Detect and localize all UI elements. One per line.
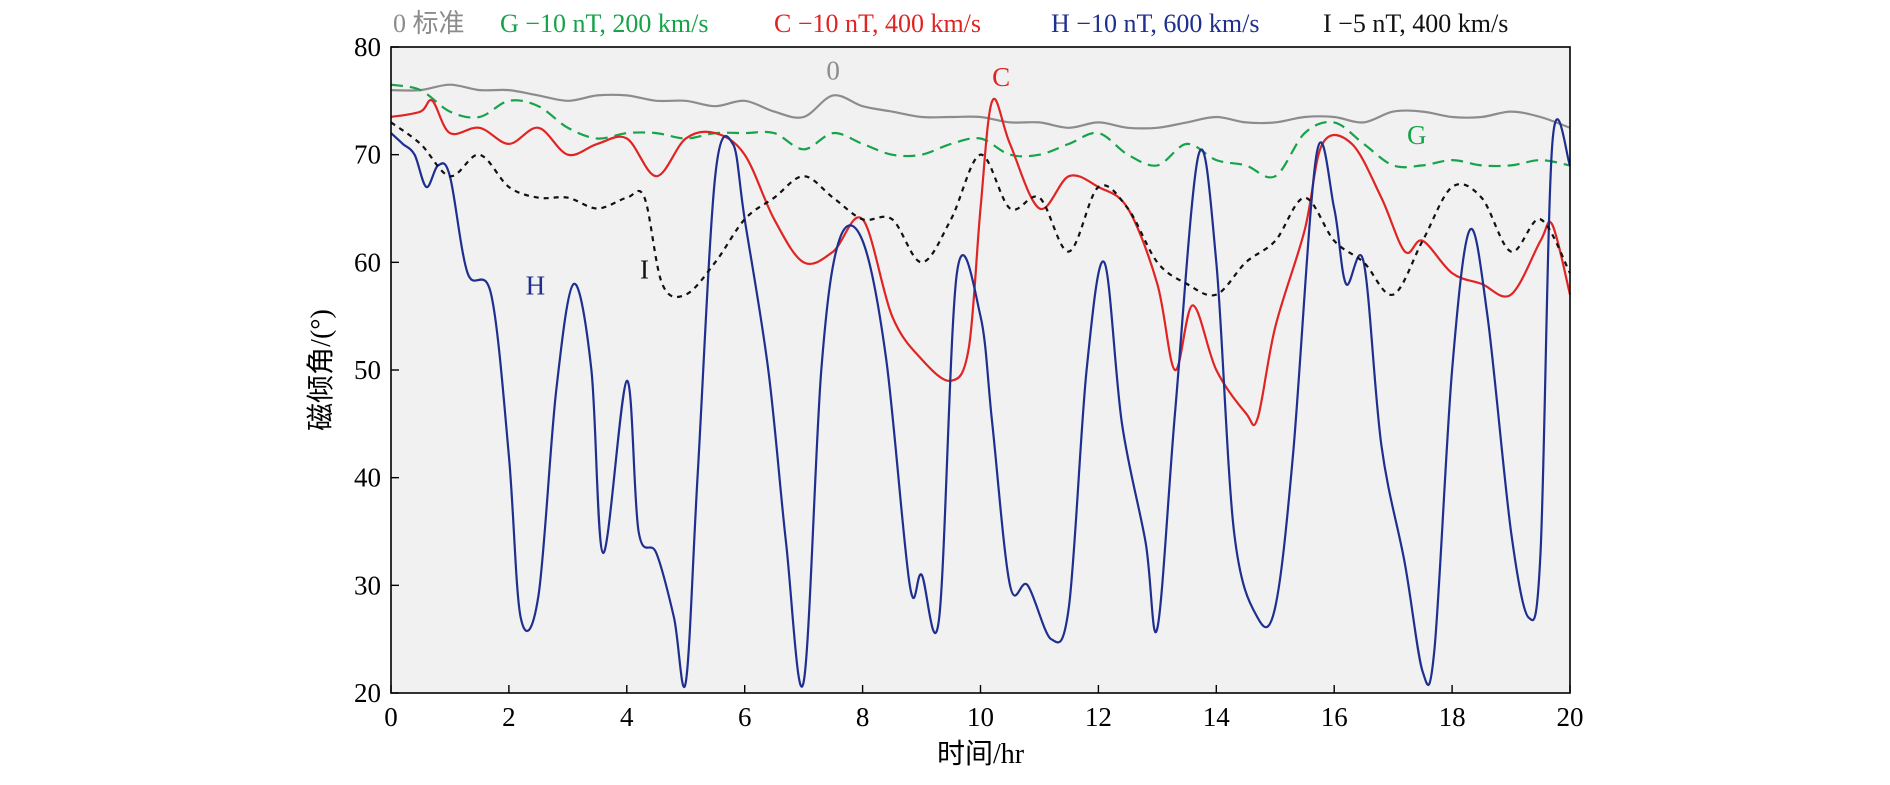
x-axis: 0 2 4 6 8 10 12 14 16 18 20 [384, 685, 1584, 732]
series-inline-label: C [992, 62, 1010, 92]
legend-entry: G −10 nT, 200 km/s [500, 9, 708, 38]
x-tick-label: 12 [1085, 702, 1112, 732]
x-tick-label: 2 [502, 702, 516, 732]
y-tick-label: 20 [354, 678, 381, 708]
x-tick-label: 14 [1203, 702, 1231, 732]
legend-entry: 0 标准 [393, 9, 465, 38]
y-tick-label: 50 [354, 355, 381, 385]
series-inline-label: I [640, 254, 649, 284]
series-line [390, 83, 1571, 179]
x-tick-label: 8 [856, 702, 870, 732]
series-line [390, 121, 1571, 299]
y-tick-label: 70 [354, 140, 381, 170]
y-tick-label: 30 [354, 570, 381, 600]
y-tick-label: 60 [354, 247, 381, 277]
x-tick-label: 20 [1557, 702, 1584, 732]
y-tick-label: 80 [354, 32, 381, 62]
x-tick-label: 0 [384, 702, 398, 732]
series-line [390, 83, 1571, 130]
legend: 0 标准 G −10 nT, 200 km/s C −10 nT, 400 km/s… [393, 9, 1508, 38]
x-tick-label: 16 [1321, 702, 1348, 732]
legend-entry: I −5 nT, 400 km/s [1323, 9, 1508, 38]
plot-background [391, 47, 1570, 693]
series-inline-label: H [526, 271, 546, 301]
legend-entry: C −10 nT, 400 km/s [774, 9, 981, 38]
y-tick-label: 40 [354, 463, 381, 493]
x-tick-label: 18 [1439, 702, 1466, 732]
series-line [390, 118, 1572, 688]
x-tick-label: 4 [620, 702, 634, 732]
series-inline-label: G [1407, 120, 1427, 150]
x-tick-label: 6 [738, 702, 752, 732]
y-axis-label: 磁倾角/(°) [305, 309, 337, 431]
y-axis: 20 30 40 50 60 70 80 [354, 32, 399, 708]
x-axis-label: 时间/hr [937, 738, 1025, 770]
x-tick-label: 10 [967, 702, 994, 732]
legend-entry: H −10 nT, 600 km/s [1051, 9, 1259, 38]
series-layer: 0 G C H I [390, 55, 1572, 688]
series-inline-label: 0 [826, 55, 840, 85]
series-line [390, 97, 1572, 427]
